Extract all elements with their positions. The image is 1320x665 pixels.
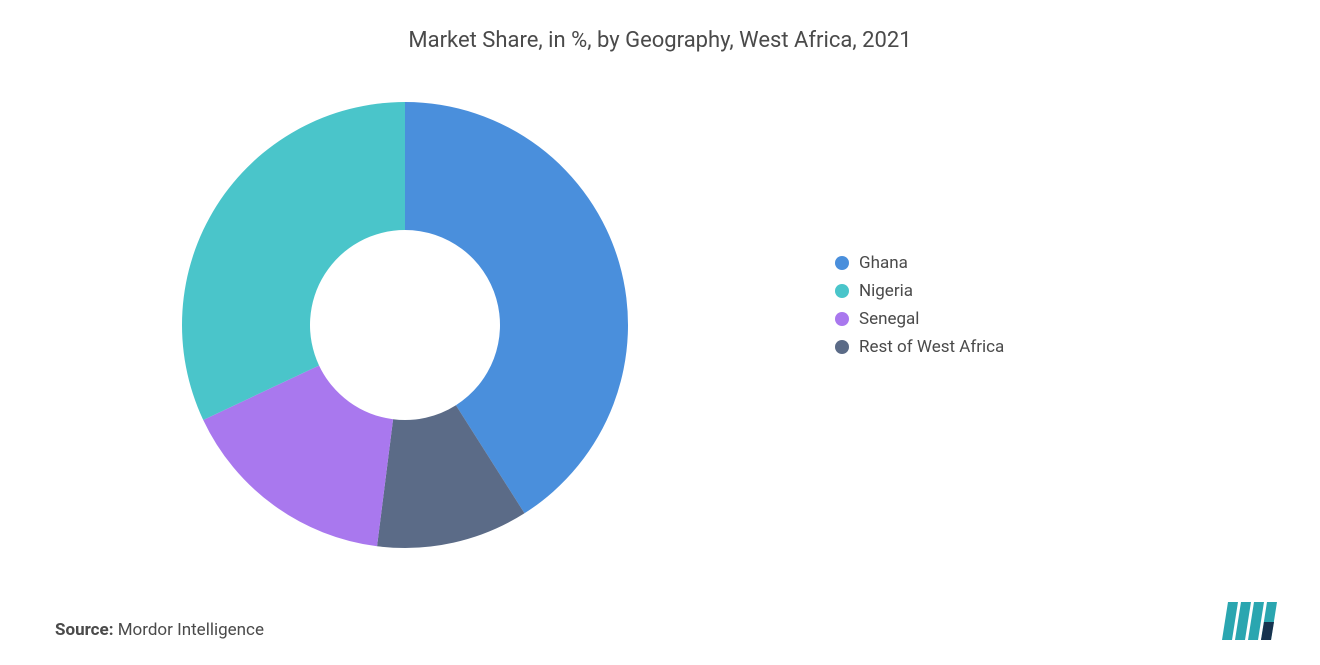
chart-title: Market Share, in %, by Geography, West A… bbox=[0, 28, 1320, 53]
donut-chart bbox=[175, 95, 635, 555]
legend-label: Nigeria bbox=[859, 281, 913, 301]
source-label: Source: bbox=[55, 620, 113, 640]
legend-item-nigeria: Nigeria bbox=[835, 281, 1004, 301]
legend-dot-icon bbox=[835, 284, 849, 298]
brand-logo bbox=[1222, 600, 1278, 640]
source-value: Mordor Intelligence bbox=[118, 620, 264, 640]
legend-item-ghana: Ghana bbox=[835, 253, 1004, 273]
legend-item-senegal: Senegal bbox=[835, 309, 1004, 329]
legend-label: Ghana bbox=[859, 253, 908, 273]
legend: Ghana Nigeria Senegal Rest of West Africa bbox=[835, 253, 1004, 365]
legend-label: Rest of West Africa bbox=[859, 337, 1004, 357]
legend-item-rest-of-west-africa: Rest of West Africa bbox=[835, 337, 1004, 357]
legend-dot-icon bbox=[835, 256, 849, 270]
source-line: Source: Mordor Intelligence bbox=[55, 620, 264, 640]
legend-label: Senegal bbox=[859, 309, 919, 329]
legend-dot-icon bbox=[835, 312, 849, 326]
legend-dot-icon bbox=[835, 340, 849, 354]
donut-slice-nigeria bbox=[182, 102, 405, 420]
